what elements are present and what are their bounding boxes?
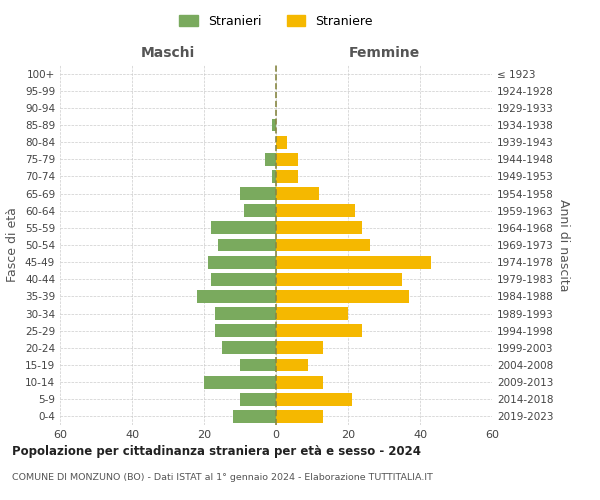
Bar: [211, 273, 276, 285]
Bar: [276, 342, 323, 354]
Bar: [276, 273, 402, 285]
Bar: [197, 290, 276, 303]
Bar: [276, 136, 287, 148]
Bar: [276, 324, 362, 337]
Bar: [276, 376, 323, 388]
Bar: [276, 170, 298, 183]
Bar: [276, 238, 370, 252]
Bar: [240, 187, 276, 200]
Bar: [215, 324, 276, 337]
Bar: [265, 153, 276, 166]
Bar: [233, 410, 276, 423]
Y-axis label: Anni di nascita: Anni di nascita: [557, 198, 570, 291]
Bar: [208, 256, 276, 268]
Bar: [211, 222, 276, 234]
Bar: [276, 307, 348, 320]
Bar: [276, 153, 298, 166]
Bar: [240, 393, 276, 406]
Bar: [276, 222, 362, 234]
Bar: [272, 170, 276, 183]
Text: Maschi: Maschi: [141, 46, 195, 60]
Bar: [276, 393, 352, 406]
Bar: [276, 410, 323, 423]
Text: Femmine: Femmine: [349, 46, 419, 60]
Bar: [276, 187, 319, 200]
Bar: [276, 358, 308, 372]
Text: COMUNE DI MONZUNO (BO) - Dati ISTAT al 1° gennaio 2024 - Elaborazione TUTTITALIA: COMUNE DI MONZUNO (BO) - Dati ISTAT al 1…: [12, 472, 433, 482]
Bar: [218, 238, 276, 252]
Bar: [276, 290, 409, 303]
Legend: Stranieri, Straniere: Stranieri, Straniere: [173, 8, 379, 34]
Bar: [276, 256, 431, 268]
Bar: [244, 204, 276, 217]
Bar: [272, 118, 276, 132]
Bar: [204, 376, 276, 388]
Bar: [240, 358, 276, 372]
Bar: [222, 342, 276, 354]
Bar: [215, 307, 276, 320]
Y-axis label: Fasce di età: Fasce di età: [7, 208, 19, 282]
Text: Popolazione per cittadinanza straniera per età e sesso - 2024: Popolazione per cittadinanza straniera p…: [12, 445, 421, 458]
Bar: [276, 204, 355, 217]
